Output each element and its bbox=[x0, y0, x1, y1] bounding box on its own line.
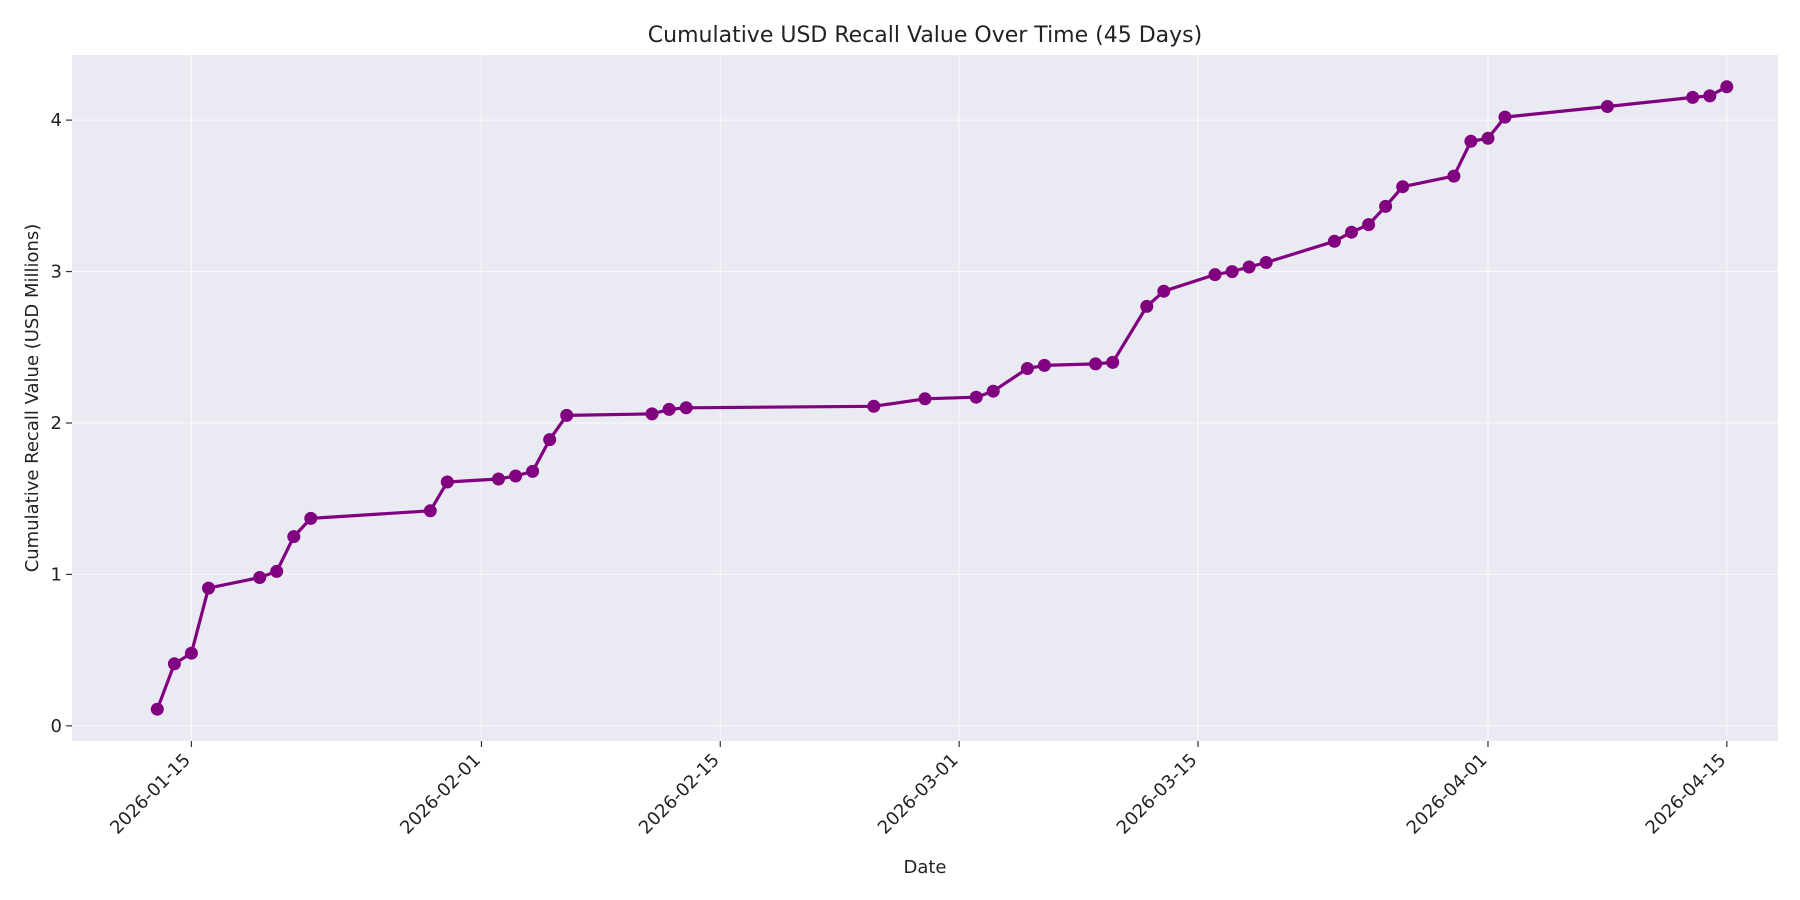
data-point bbox=[304, 511, 318, 525]
data-point bbox=[287, 530, 301, 544]
x-tick-label: 2026-04-01 bbox=[1403, 750, 1492, 839]
data-point bbox=[918, 392, 932, 406]
grid bbox=[72, 55, 1778, 741]
data-point bbox=[1396, 180, 1410, 194]
data-point bbox=[509, 469, 523, 483]
data-point bbox=[423, 504, 437, 518]
data-point bbox=[1208, 268, 1222, 282]
data-point bbox=[184, 646, 198, 660]
y-tick-label: 2 bbox=[51, 413, 62, 434]
data-point bbox=[1464, 134, 1478, 148]
data-point bbox=[1379, 199, 1393, 213]
data-point bbox=[1481, 131, 1495, 145]
data-point bbox=[1720, 80, 1734, 94]
data-point bbox=[1345, 225, 1358, 239]
data-point bbox=[662, 402, 676, 416]
x-tick-label: 2026-03-01 bbox=[874, 750, 963, 839]
y-tick-label: 1 bbox=[51, 564, 62, 585]
x-tick-label: 2026-04-15 bbox=[1642, 750, 1731, 839]
x-axis-label: Date bbox=[903, 857, 946, 878]
series bbox=[150, 80, 1734, 716]
data-point bbox=[1259, 256, 1273, 269]
data-point bbox=[1327, 234, 1341, 248]
y-axis-label: Cumulative Recall Value (USD Millions) bbox=[22, 224, 43, 573]
data-point bbox=[1703, 89, 1717, 103]
data-point bbox=[1157, 284, 1171, 298]
chart-title: Cumulative USD Recall Value Over Time (4… bbox=[648, 23, 1202, 48]
data-point bbox=[679, 401, 693, 415]
data-point bbox=[969, 390, 983, 404]
data-point bbox=[202, 581, 215, 595]
data-point bbox=[440, 475, 454, 489]
y-tick-label: 0 bbox=[51, 716, 62, 737]
data-point bbox=[1037, 358, 1051, 372]
data-point bbox=[526, 464, 540, 478]
x-tick-label: 2026-01-15 bbox=[106, 750, 195, 839]
data-point bbox=[1140, 299, 1154, 313]
data-point bbox=[1106, 355, 1120, 369]
x-tick-label: 2026-02-01 bbox=[396, 750, 485, 839]
data-point bbox=[1362, 218, 1376, 232]
data-point bbox=[543, 433, 557, 447]
data-point bbox=[1447, 169, 1461, 183]
data-point bbox=[986, 384, 1000, 398]
data-point bbox=[1498, 110, 1512, 124]
data-point bbox=[1600, 100, 1614, 113]
data-point bbox=[1225, 265, 1239, 279]
y-tick-label: 4 bbox=[51, 110, 62, 131]
data-point bbox=[150, 702, 164, 716]
data-point bbox=[167, 657, 181, 671]
data-point bbox=[253, 571, 267, 584]
data-point bbox=[270, 564, 284, 578]
data-point bbox=[867, 399, 881, 413]
x-tick-label: 2026-03-15 bbox=[1113, 750, 1202, 839]
data-point bbox=[1089, 357, 1103, 371]
data-point bbox=[492, 472, 505, 486]
data-point bbox=[645, 407, 659, 421]
x-tick-label: 2026-02-15 bbox=[635, 750, 724, 839]
data-point bbox=[1242, 260, 1256, 274]
data-point bbox=[1686, 90, 1700, 104]
data-point bbox=[1020, 362, 1034, 375]
y-tick-label: 3 bbox=[51, 262, 62, 283]
data-point bbox=[560, 408, 574, 422]
